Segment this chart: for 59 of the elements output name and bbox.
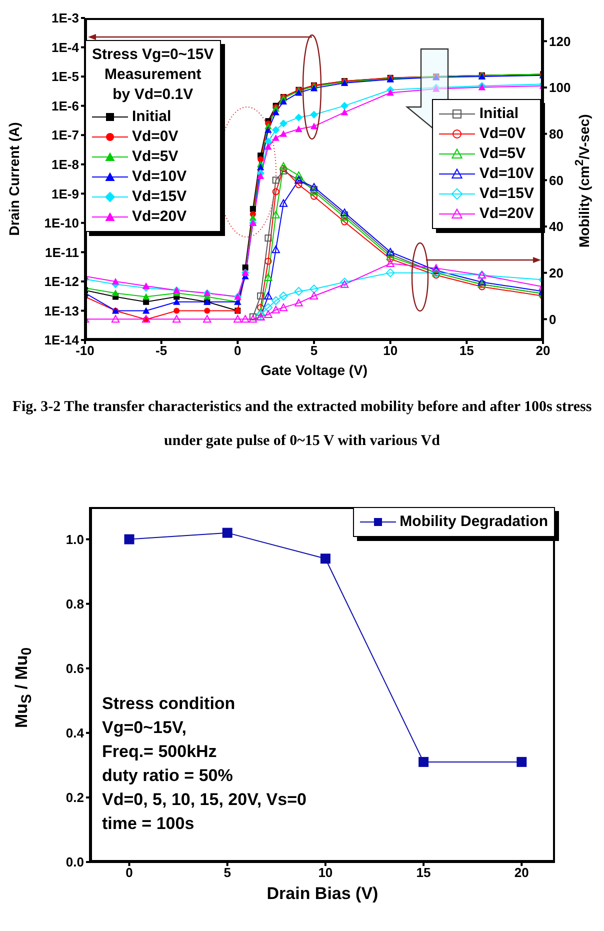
x-tick-label: 15 bbox=[416, 865, 431, 880]
y-tick-label: 1E-4 bbox=[52, 40, 80, 55]
y-tick-label: 1E-8 bbox=[52, 156, 79, 172]
legend-label: Initial bbox=[478, 104, 520, 124]
legend-label: Vd=10V bbox=[478, 164, 534, 184]
legend-label: Vd=15V bbox=[478, 184, 534, 204]
legend-label: Vd=20V bbox=[478, 204, 534, 224]
y-tick-label: 1E-12 bbox=[44, 274, 79, 290]
legend-label: Vd=15V bbox=[131, 187, 188, 207]
x-tick-label: 10 bbox=[318, 865, 333, 880]
y-tick-label: 1E-7 bbox=[52, 128, 79, 143]
x-tick-label: 5 bbox=[310, 343, 318, 358]
y-tick-label: 1E-6 bbox=[52, 98, 79, 114]
x-tick-label: 10 bbox=[383, 343, 398, 358]
y-tick-label: 1E-9 bbox=[52, 186, 79, 202]
y-tick-label: 1E-10 bbox=[44, 216, 79, 231]
y-tick-label: 0.6 bbox=[66, 660, 84, 676]
y2-tick-label: 80 bbox=[549, 126, 564, 142]
x-tick-label: 0 bbox=[126, 865, 133, 880]
legend-label: Initial bbox=[131, 107, 172, 127]
x-tick-label: 15 bbox=[459, 343, 474, 358]
annotation: time = 100s bbox=[102, 813, 196, 835]
x-tick-label: 0 bbox=[234, 343, 242, 358]
y-tick-label: 1E-5 bbox=[52, 69, 79, 84]
y-tick-label: 1.0 bbox=[66, 532, 84, 547]
y2-tick-label: 120 bbox=[549, 34, 571, 49]
legend-title: Stress Vg=0~15V Measurement by Vd=0.1V bbox=[92, 45, 214, 105]
x-axis-title: Drain Bias (V) bbox=[266, 884, 380, 904]
legend-label: Vd=20V bbox=[131, 207, 188, 227]
y2-tick-label: 100 bbox=[549, 80, 571, 96]
annotation: Stress condition bbox=[102, 693, 236, 715]
x-tick-label: 20 bbox=[536, 343, 550, 358]
y-tick-label: 0.2 bbox=[66, 790, 84, 806]
annotation: duty ratio = 50% bbox=[102, 765, 234, 787]
y-tick-label: 0.4 bbox=[66, 726, 85, 741]
y-axis-title: Drain Current (A) bbox=[5, 121, 23, 238]
y2-tick-label: 0 bbox=[549, 312, 556, 327]
annotation: Vd=0, 5, 10, 15, 20V, Vs=0 bbox=[102, 789, 306, 811]
legend-label: Vd=0V bbox=[131, 127, 180, 147]
legend-label: Mobility Degradation bbox=[398, 512, 548, 532]
x-tick-label: 20 bbox=[514, 865, 529, 880]
y-tick-label: 1E-13 bbox=[44, 303, 79, 318]
annotation: Vg=0~15V, bbox=[102, 717, 188, 739]
x-tick-label: 5 bbox=[224, 865, 231, 880]
y2-tick-label: 20 bbox=[549, 265, 564, 280]
annotation: Freq.= 500kHz bbox=[102, 741, 218, 763]
legend-label: Vd=5V bbox=[478, 144, 527, 164]
legend-label: Vd=10V bbox=[131, 167, 188, 187]
x-tick-label: -5 bbox=[156, 343, 168, 358]
text: Fig. 3-2 The transfer characteristics and the extracted mobility before and after 100s stress under gate pulse of 0~15 V with various Vd bbox=[12, 399, 592, 449]
y-tick-label: 1E-3 bbox=[52, 10, 79, 26]
y-tick-label: 0.8 bbox=[66, 596, 84, 612]
x-axis-title: Gate Voltage (V) bbox=[259, 362, 369, 378]
y-tick-label: 0.0 bbox=[66, 854, 84, 870]
y2-tick-label: 40 bbox=[549, 219, 564, 234]
y-tick-label: 1E-11 bbox=[45, 244, 79, 260]
y2-tick-label: 60 bbox=[549, 172, 564, 188]
legend-label: Vd=5V bbox=[131, 147, 180, 167]
legend-label: Vd=0V bbox=[478, 124, 527, 144]
